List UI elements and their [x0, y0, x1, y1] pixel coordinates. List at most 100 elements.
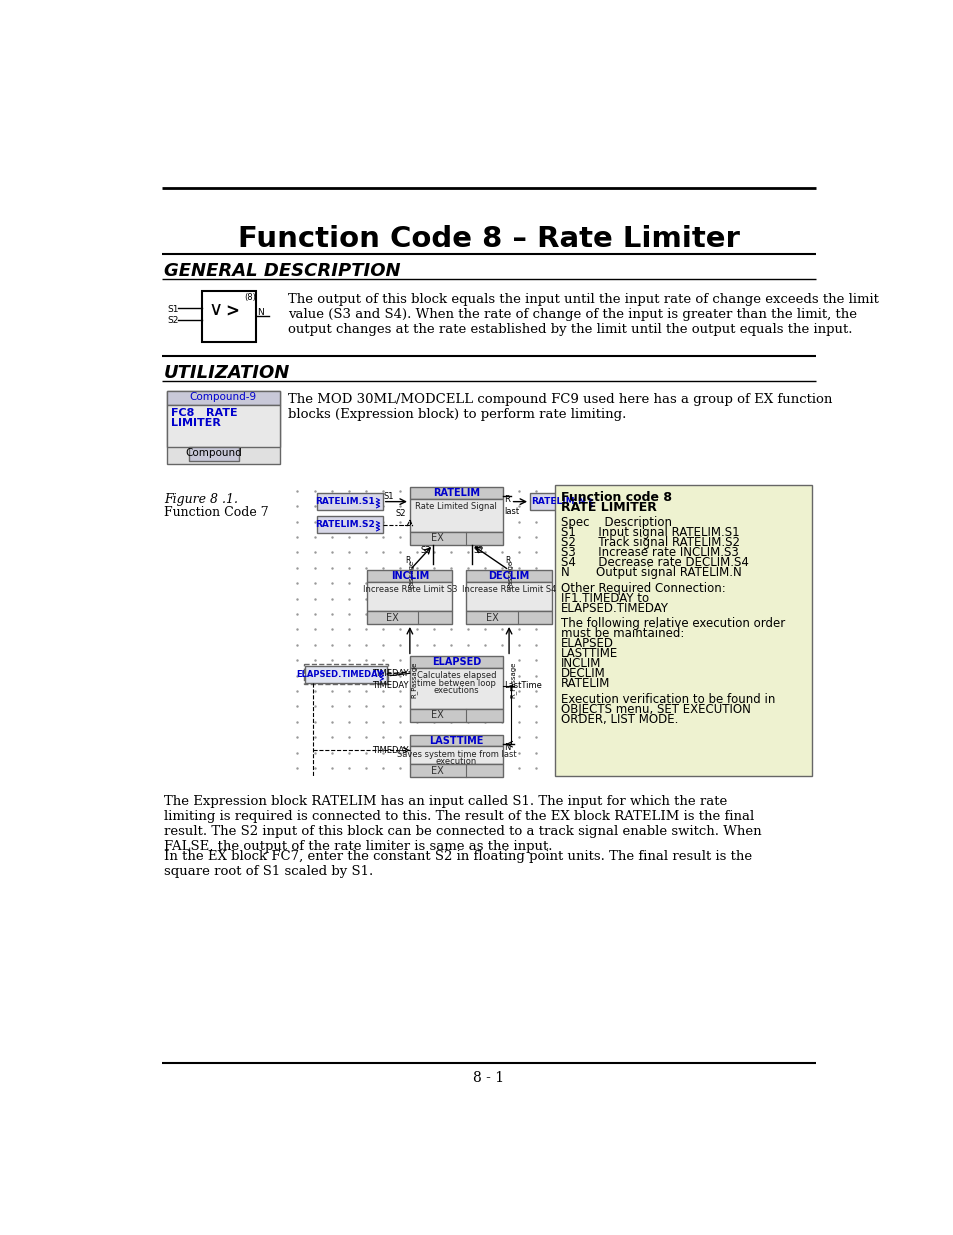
- Text: ELAPSED: ELAPSED: [560, 637, 614, 650]
- Text: R: R: [504, 495, 510, 504]
- Text: Other Required Connection:: Other Required Connection:: [560, 582, 725, 595]
- Text: The MOD 30ML/MODCELL compound FC9 used here has a group of EX function
blocks (E: The MOD 30ML/MODCELL compound FC9 used h…: [288, 393, 832, 421]
- FancyBboxPatch shape: [367, 582, 452, 611]
- Text: UTILIZATION: UTILIZATION: [164, 364, 291, 382]
- FancyBboxPatch shape: [466, 571, 551, 582]
- Text: 8 - 1: 8 - 1: [473, 1071, 504, 1084]
- Text: S3      Increase rate INCLIM.S3: S3 Increase rate INCLIM.S3: [560, 546, 738, 559]
- Text: R: R: [504, 556, 510, 566]
- Text: last: last: [504, 508, 519, 516]
- Text: Increase Rate Limit S3: Increase Rate Limit S3: [362, 585, 456, 594]
- Text: S2: S2: [167, 316, 178, 325]
- Text: TIMEDAY: TIMEDAY: [372, 682, 408, 690]
- Text: LASTTIME: LASTTIME: [560, 647, 618, 661]
- Text: Calculates elapsed: Calculates elapsed: [416, 671, 496, 680]
- FancyBboxPatch shape: [167, 405, 279, 447]
- Text: LastTime: LastTime: [504, 682, 541, 690]
- Text: The output of this block equals the input until the input rate of change exceeds: The output of this block equals the inpu…: [288, 293, 878, 336]
- FancyBboxPatch shape: [305, 666, 386, 683]
- Text: time between loop: time between loop: [416, 679, 496, 688]
- Text: EX: EX: [431, 534, 444, 543]
- Text: EX: EX: [485, 613, 497, 622]
- FancyBboxPatch shape: [189, 447, 239, 461]
- Text: GENERAL DESCRIPTION: GENERAL DESCRIPTION: [164, 262, 400, 280]
- Text: Figure 8 .1.: Figure 8 .1.: [164, 493, 238, 506]
- Text: S3: S3: [420, 546, 431, 556]
- Text: ELAPSED.TIMEDAY: ELAPSED.TIMEDAY: [560, 601, 668, 615]
- FancyBboxPatch shape: [410, 764, 502, 777]
- Text: DECLIM: DECLIM: [488, 571, 529, 580]
- FancyBboxPatch shape: [410, 746, 502, 764]
- Text: Passage: Passage: [408, 559, 414, 588]
- Text: $\vee$: $\vee$: [208, 300, 222, 319]
- Text: Increase Rate Limit S4: Increase Rate Limit S4: [461, 585, 556, 594]
- FancyBboxPatch shape: [316, 493, 382, 510]
- Text: executions: executions: [433, 687, 478, 695]
- FancyBboxPatch shape: [367, 571, 452, 582]
- Text: INCLIM: INCLIM: [560, 657, 600, 671]
- Text: INCLIM: INCLIM: [391, 571, 429, 580]
- Text: R_Passage: R_Passage: [410, 661, 417, 698]
- FancyBboxPatch shape: [167, 390, 279, 405]
- Text: DECLIM: DECLIM: [560, 667, 605, 680]
- Text: S4      Decrease rate DECLIM.S4: S4 Decrease rate DECLIM.S4: [560, 556, 748, 569]
- Text: ELAPSED.TIMEDAY: ELAPSED.TIMEDAY: [296, 669, 383, 678]
- Text: execution: execution: [436, 757, 476, 766]
- FancyBboxPatch shape: [410, 499, 502, 531]
- FancyBboxPatch shape: [410, 656, 502, 668]
- Text: RATELIM.S2: RATELIM.S2: [314, 520, 375, 530]
- Text: S2: S2: [395, 510, 406, 519]
- FancyBboxPatch shape: [202, 291, 256, 342]
- Text: S1: S1: [167, 305, 178, 314]
- Text: (8): (8): [244, 293, 255, 303]
- Text: Function Code 8 – Rate Limiter: Function Code 8 – Rate Limiter: [237, 225, 740, 253]
- Text: LIMITER: LIMITER: [171, 417, 221, 427]
- FancyBboxPatch shape: [167, 390, 279, 464]
- Text: ORDER, LIST MODE.: ORDER, LIST MODE.: [560, 713, 678, 726]
- FancyBboxPatch shape: [367, 611, 452, 624]
- Text: EX: EX: [431, 766, 444, 776]
- Text: LASTTIME: LASTTIME: [429, 736, 483, 746]
- Text: Rate Limited Signal: Rate Limited Signal: [415, 501, 497, 510]
- FancyBboxPatch shape: [410, 531, 502, 545]
- Text: OBJECTS menu, SET EXECUTION: OBJECTS menu, SET EXECUTION: [560, 703, 750, 715]
- Text: ELAPSED: ELAPSED: [432, 657, 480, 667]
- Text: R: R: [405, 556, 411, 566]
- Text: The following relative execution order: The following relative execution order: [560, 618, 784, 630]
- Text: N: N: [257, 309, 264, 317]
- Text: RATELIM: RATELIM: [433, 488, 479, 498]
- Text: Execution verification to be found in: Execution verification to be found in: [560, 693, 775, 705]
- Text: RATELIM.N: RATELIM.N: [531, 498, 585, 506]
- Text: Function code 8: Function code 8: [560, 490, 671, 504]
- Text: FC8   RATE: FC8 RATE: [171, 408, 237, 417]
- Text: TIMEDAY: TIMEDAY: [372, 746, 408, 755]
- Text: must be maintained:: must be maintained:: [560, 627, 683, 640]
- Text: >: >: [225, 303, 239, 320]
- Text: EX: EX: [431, 710, 444, 720]
- Text: EX: EX: [386, 613, 398, 622]
- FancyBboxPatch shape: [410, 735, 502, 746]
- Text: Compound: Compound: [185, 448, 242, 458]
- Text: S2      Track signal RATELIM.S2: S2 Track signal RATELIM.S2: [560, 536, 740, 550]
- FancyBboxPatch shape: [466, 611, 551, 624]
- Text: RATE LIMITER: RATE LIMITER: [560, 501, 657, 514]
- Text: S2: S2: [473, 546, 483, 556]
- Text: Spec    Description: Spec Description: [560, 516, 671, 530]
- Text: S1      Input signal RATELIM.S1: S1 Input signal RATELIM.S1: [560, 526, 739, 540]
- Text: RATELIM: RATELIM: [560, 677, 610, 690]
- Text: RATELIM.S1: RATELIM.S1: [314, 498, 375, 506]
- FancyBboxPatch shape: [410, 668, 502, 709]
- Text: R_Passage: R_Passage: [509, 661, 517, 698]
- Text: In the EX block FC7, enter the constant S2 in floating point units. The final re: In the EX block FC7, enter the constant …: [164, 851, 752, 878]
- FancyBboxPatch shape: [316, 516, 382, 534]
- FancyBboxPatch shape: [555, 484, 811, 776]
- Text: Function Code 7: Function Code 7: [164, 506, 269, 519]
- Text: Saves system time from last: Saves system time from last: [396, 750, 516, 758]
- Text: S1: S1: [383, 492, 394, 500]
- FancyBboxPatch shape: [410, 487, 502, 499]
- FancyBboxPatch shape: [530, 493, 596, 510]
- Text: N: N: [504, 742, 510, 752]
- Text: TIMEDAY: TIMEDAY: [372, 669, 408, 678]
- Text: Compound-9: Compound-9: [190, 393, 256, 403]
- Text: Passage: Passage: [507, 559, 513, 588]
